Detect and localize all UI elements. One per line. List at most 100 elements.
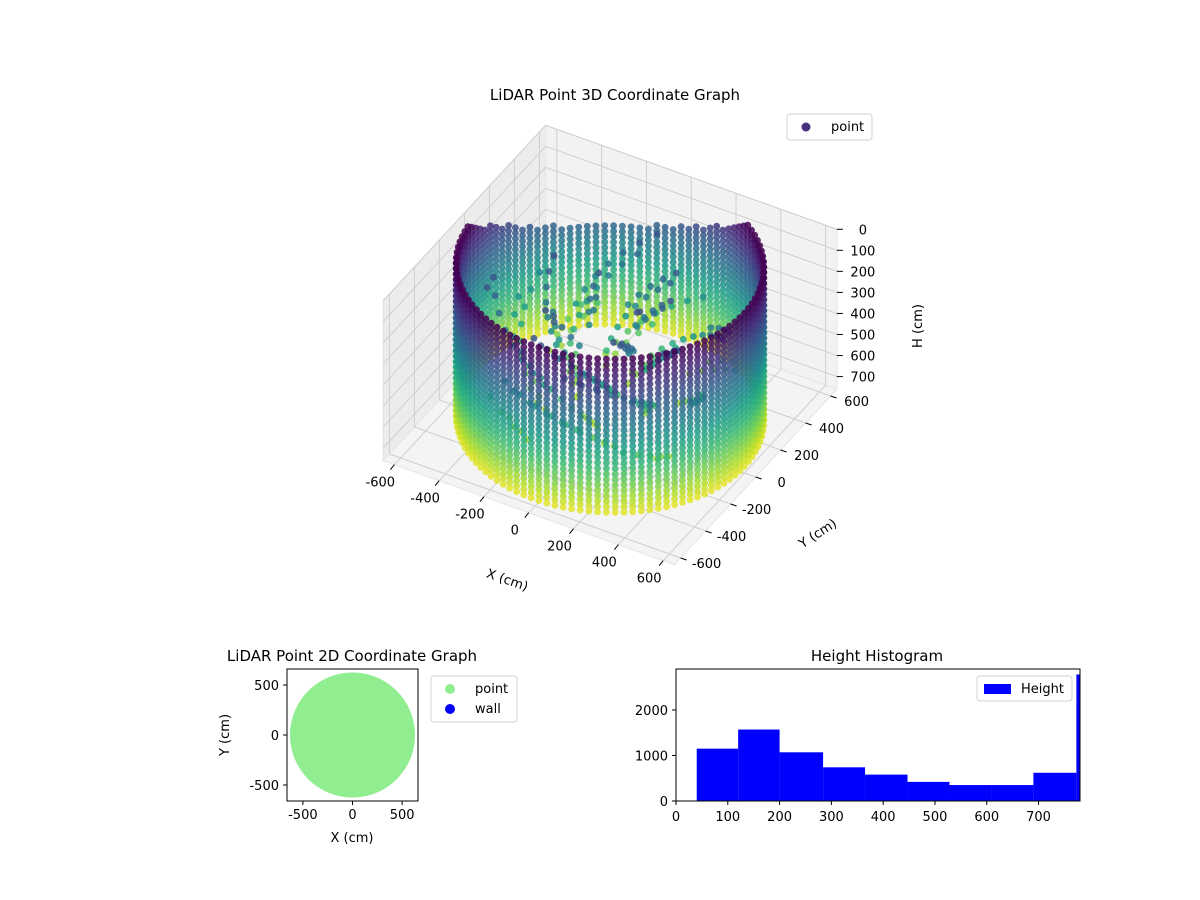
lidar-point bbox=[653, 298, 661, 306]
lidar-point bbox=[669, 324, 677, 332]
lidar-point bbox=[708, 481, 715, 489]
lidar-point bbox=[534, 303, 541, 311]
lidar-point bbox=[482, 435, 490, 443]
lidar-point bbox=[713, 250, 721, 257]
lidar-point bbox=[661, 251, 669, 258]
lidar-point bbox=[576, 380, 584, 388]
lidar-point bbox=[647, 282, 654, 290]
lidar-point bbox=[603, 470, 610, 478]
lidar-point bbox=[487, 418, 495, 425]
lidar-point bbox=[654, 417, 662, 425]
lidar-point bbox=[512, 235, 519, 242]
lidar-point bbox=[620, 459, 628, 467]
lidar-point bbox=[646, 506, 654, 514]
lidar-point bbox=[610, 293, 617, 301]
lidar-point bbox=[551, 441, 559, 449]
lidar-point bbox=[526, 262, 534, 269]
lidar-point bbox=[520, 447, 528, 455]
lidar-point bbox=[559, 487, 567, 495]
lidar-point bbox=[719, 237, 727, 245]
lidar-point bbox=[627, 267, 635, 274]
lidar-point bbox=[719, 232, 727, 240]
lidar-point bbox=[519, 281, 526, 289]
lidar-point bbox=[517, 320, 525, 328]
lidar-point bbox=[725, 252, 733, 260]
lidar-point bbox=[751, 231, 759, 239]
lidar-point bbox=[535, 382, 543, 390]
lidar-point bbox=[694, 428, 701, 435]
lidar-point bbox=[542, 240, 549, 248]
lidar-point bbox=[700, 259, 707, 267]
lidar-point bbox=[594, 459, 601, 466]
lidar-point bbox=[512, 273, 519, 281]
lidar-point bbox=[719, 276, 727, 283]
lidar-point bbox=[487, 472, 495, 480]
lidar-point bbox=[714, 396, 722, 403]
histogram-legend-swatch bbox=[984, 684, 1011, 694]
lidar-point bbox=[576, 402, 584, 410]
lidar-point bbox=[646, 446, 654, 453]
lidar-point bbox=[499, 327, 507, 335]
lidar-point bbox=[663, 382, 670, 390]
lidar-point bbox=[585, 464, 593, 471]
y-tick-label: -400 bbox=[717, 530, 747, 545]
lidar-point bbox=[535, 431, 543, 439]
lidar-point bbox=[679, 466, 686, 473]
lidar-point bbox=[575, 267, 583, 275]
lidar-point bbox=[543, 450, 551, 458]
lidar-point bbox=[592, 315, 600, 323]
lidar-point bbox=[585, 376, 593, 384]
y-tick-label-2d: 0 bbox=[271, 729, 279, 744]
lidar-point bbox=[594, 355, 601, 362]
lidar-point bbox=[637, 502, 645, 509]
lidar-point bbox=[692, 234, 700, 242]
lidar-point bbox=[551, 469, 559, 476]
lidar-point bbox=[493, 433, 501, 441]
lidar-point bbox=[677, 277, 685, 285]
lidar-point bbox=[520, 491, 528, 499]
lidar-point bbox=[559, 377, 567, 385]
lidar-point bbox=[725, 269, 733, 276]
lidar-point bbox=[671, 479, 678, 487]
lidar-point bbox=[637, 398, 645, 405]
lidar-point bbox=[527, 357, 535, 365]
lidar-point bbox=[551, 370, 559, 378]
lidar-point bbox=[535, 343, 543, 351]
lidar-point bbox=[576, 364, 584, 372]
lidar-point bbox=[527, 406, 535, 414]
lidar-point bbox=[542, 257, 549, 265]
lidar-point bbox=[636, 262, 644, 270]
lidar-point bbox=[550, 260, 557, 268]
lidar-point bbox=[493, 340, 501, 347]
lidar-point bbox=[583, 239, 591, 247]
lidar-point bbox=[576, 353, 584, 361]
lidar-point bbox=[527, 286, 535, 293]
lidar-point bbox=[637, 463, 645, 471]
lidar-point bbox=[669, 330, 677, 337]
lidar-point bbox=[720, 408, 728, 416]
lidar-point bbox=[520, 442, 528, 449]
lidar-point bbox=[611, 503, 619, 511]
lidar-point bbox=[535, 398, 543, 406]
lidar-point bbox=[714, 352, 722, 360]
lidar-point bbox=[708, 399, 715, 407]
lidar-point bbox=[576, 441, 584, 448]
lidar-point bbox=[575, 240, 583, 247]
lidar-point bbox=[653, 315, 661, 322]
lidar-point bbox=[731, 340, 739, 348]
lidar-point bbox=[551, 414, 559, 422]
lidar-point bbox=[686, 447, 694, 454]
lidar-point bbox=[594, 388, 601, 395]
lidar-point bbox=[559, 356, 567, 363]
lidar-point bbox=[731, 406, 739, 413]
lidar-point bbox=[499, 360, 507, 368]
lidar-point bbox=[720, 452, 728, 460]
lidar-point bbox=[661, 289, 669, 297]
lidar-point bbox=[725, 313, 733, 320]
lidar-point bbox=[482, 370, 490, 377]
lidar-point bbox=[629, 377, 637, 384]
lidar-point bbox=[452, 259, 460, 267]
lidar-point bbox=[611, 377, 619, 385]
lidar-point bbox=[634, 250, 641, 258]
lidar-point bbox=[558, 231, 566, 239]
